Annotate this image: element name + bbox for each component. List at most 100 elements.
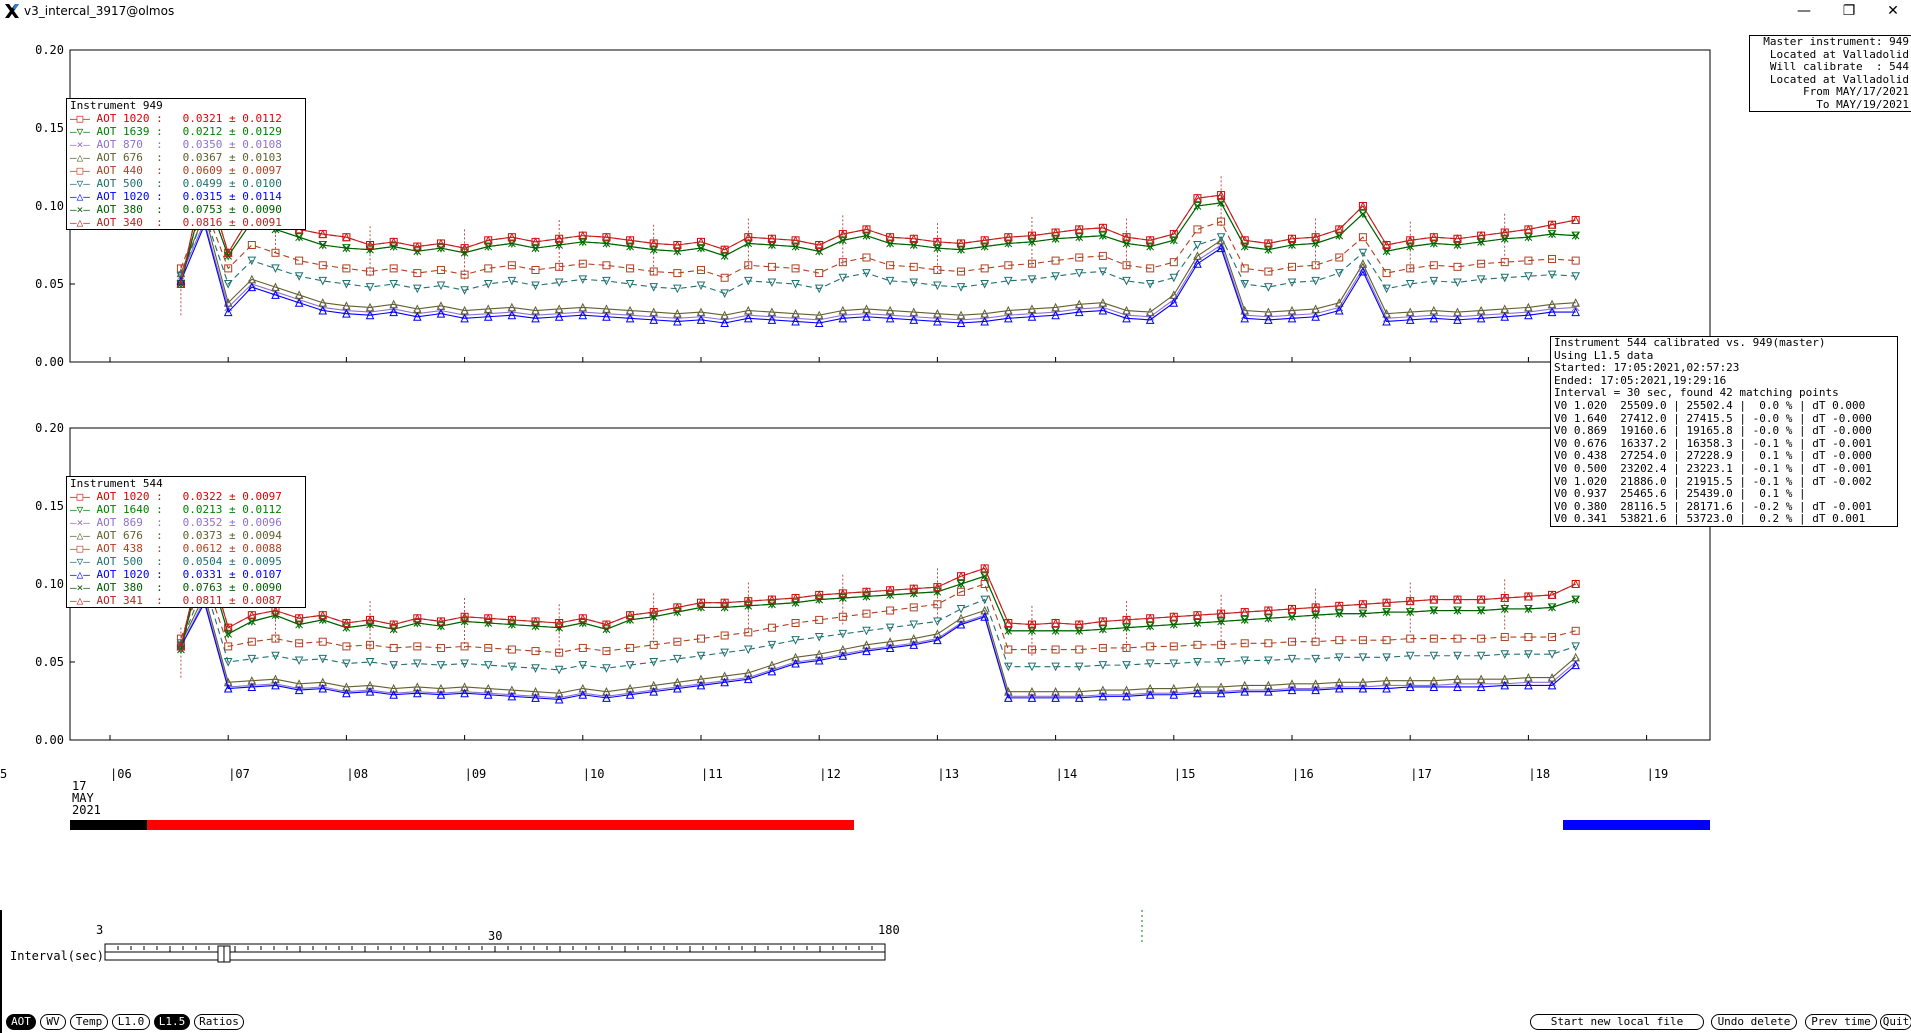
data-point	[1382, 598, 1391, 607]
data-point	[1453, 651, 1462, 661]
data-point	[1098, 643, 1107, 652]
legend-entry[interactable]: —▽— AOT 1639 : 0.0212 ± 0.0129	[70, 125, 302, 138]
data-point	[1453, 278, 1462, 288]
data-point	[223, 623, 233, 632]
legend-entry[interactable]: —△— AOT 341 : 0.0811 ± 0.0087	[70, 594, 302, 607]
start-new-local-file-button[interactable]: Start new local file	[1530, 1014, 1704, 1030]
legend-entry[interactable]: —△— AOT 340 : 0.0816 ± 0.0091	[70, 216, 302, 229]
data-point	[554, 234, 564, 243]
data-point	[1216, 688, 1226, 698]
mode-button-ratios[interactable]: Ratios	[194, 1014, 244, 1030]
data-point	[956, 619, 966, 629]
data-point	[1405, 682, 1415, 691]
legend-entry[interactable]: —▽— AOT 500 : 0.0499 ± 0.0100	[70, 177, 302, 190]
data-point	[413, 688, 422, 698]
data-point	[1358, 209, 1368, 219]
quit-button[interactable]: Quit	[1880, 1014, 1911, 1030]
legend-entry[interactable]: —△— AOT 1020 : 0.0331 ± 0.0107	[70, 568, 302, 581]
legend-symbol-icon: —□—	[70, 112, 97, 125]
data-point	[247, 654, 257, 664]
data-point	[1524, 310, 1533, 320]
data-point	[1169, 258, 1178, 267]
data-point	[1216, 243, 1226, 253]
legend-entry[interactable]: —×— AOT 870 : 0.0350 ± 0.0108	[70, 138, 302, 151]
legend-entry[interactable]: —△— AOT 676 : 0.0373 ± 0.0094	[70, 529, 302, 542]
data-point	[389, 625, 398, 634]
data-point	[1027, 231, 1037, 240]
data-point	[1453, 315, 1462, 324]
mode-button-l15[interactable]: L1.5	[154, 1014, 190, 1030]
close-button[interactable]: ✕	[1887, 3, 1899, 19]
data-point	[980, 563, 989, 573]
slider-label: Interval(sec)	[10, 949, 104, 963]
data-point	[1122, 623, 1131, 632]
legend-value: 0.0763 ± 0.0090	[182, 581, 282, 594]
data-point	[271, 611, 280, 620]
data-point	[696, 237, 706, 246]
y-tick-label: 0.10	[35, 577, 64, 591]
data-point	[554, 694, 564, 704]
data-point	[862, 592, 871, 601]
mode-button-temp[interactable]: Temp	[70, 1014, 108, 1030]
prev-time-button[interactable]: Prev time	[1805, 1014, 1877, 1030]
master-info-line: Located at Valladolid	[1769, 72, 1909, 86]
legend-entry[interactable]: —▽— AOT 1640 : 0.0213 ± 0.0112	[70, 503, 302, 516]
data-point	[1287, 278, 1297, 288]
legend-entry[interactable]: —□— AOT 438 : 0.0612 ± 0.0088	[70, 542, 302, 555]
data-point	[1358, 248, 1368, 258]
undo-delete-button[interactable]: Undo delete	[1711, 1014, 1797, 1030]
mode-button-wv[interactable]: WV	[40, 1014, 66, 1030]
data-point	[1264, 656, 1273, 666]
data-point	[791, 619, 800, 627]
data-point	[1429, 606, 1438, 615]
data-point	[436, 616, 446, 626]
legend-value: 0.0322 ± 0.0097	[182, 490, 282, 503]
legend-symbol-icon: —△—	[70, 216, 97, 229]
data-point	[413, 659, 422, 669]
data-point	[1476, 682, 1486, 691]
legend-entry[interactable]: —×— AOT 869 : 0.0352 ± 0.0096	[70, 516, 302, 529]
legend-entry[interactable]: —□— AOT 440 : 0.0609 ± 0.0097	[70, 164, 302, 177]
legend-entry[interactable]: —△— AOT 1020 : 0.0315 ± 0.0114	[70, 190, 302, 203]
legend-entry[interactable]: —×— AOT 380 : 0.0753 ± 0.0090	[70, 203, 302, 216]
slider-track[interactable]	[104, 938, 888, 966]
data-point	[389, 280, 398, 289]
coverage-bar-red[interactable]	[147, 820, 854, 830]
data-point	[956, 318, 966, 327]
data-point	[1098, 251, 1107, 260]
legend-symbol-icon: —□—	[70, 490, 97, 503]
data-point	[956, 283, 966, 292]
legend-entry[interactable]: —□— AOT 1020 : 0.0321 ± 0.0112	[70, 112, 302, 125]
data-point	[814, 240, 824, 249]
data-point	[460, 659, 469, 669]
data-point	[720, 631, 729, 640]
data-point	[909, 234, 919, 243]
legend-entry[interactable]: —□— AOT 1020 : 0.0322 ± 0.0097	[70, 490, 302, 503]
data-point	[767, 234, 777, 243]
data-point	[366, 245, 374, 254]
data-point	[554, 278, 564, 288]
legend-entry[interactable]: —×— AOT 380 : 0.0763 ± 0.0090	[70, 581, 302, 594]
master-info-line: Master instrument: 949	[1763, 35, 1909, 48]
data-point	[1051, 645, 1060, 654]
slider-max-label: 180	[878, 923, 900, 937]
mode-button-aot[interactable]: AOT	[6, 1014, 36, 1030]
coverage-bar-blue[interactable]	[1563, 820, 1710, 830]
data-point	[791, 593, 800, 603]
minimize-button[interactable]: —	[1797, 3, 1811, 19]
data-point	[271, 290, 280, 299]
legend-entry[interactable]: —△— AOT 676 : 0.0367 ± 0.0103	[70, 151, 302, 164]
data-point	[1287, 604, 1297, 613]
series-aot-1020	[176, 598, 1580, 704]
maximize-button[interactable]: ❐	[1842, 3, 1856, 19]
legend-entry[interactable]: —▽— AOT 500 : 0.0504 ± 0.0095	[70, 555, 302, 568]
data-point	[1074, 307, 1084, 317]
data-point	[626, 643, 635, 652]
data-point	[886, 261, 895, 270]
data-point	[1571, 307, 1580, 317]
data-point	[223, 280, 233, 289]
mode-button-l10[interactable]: L1.0	[112, 1014, 150, 1030]
series-line	[180, 212, 1576, 316]
data-point	[1288, 612, 1296, 621]
